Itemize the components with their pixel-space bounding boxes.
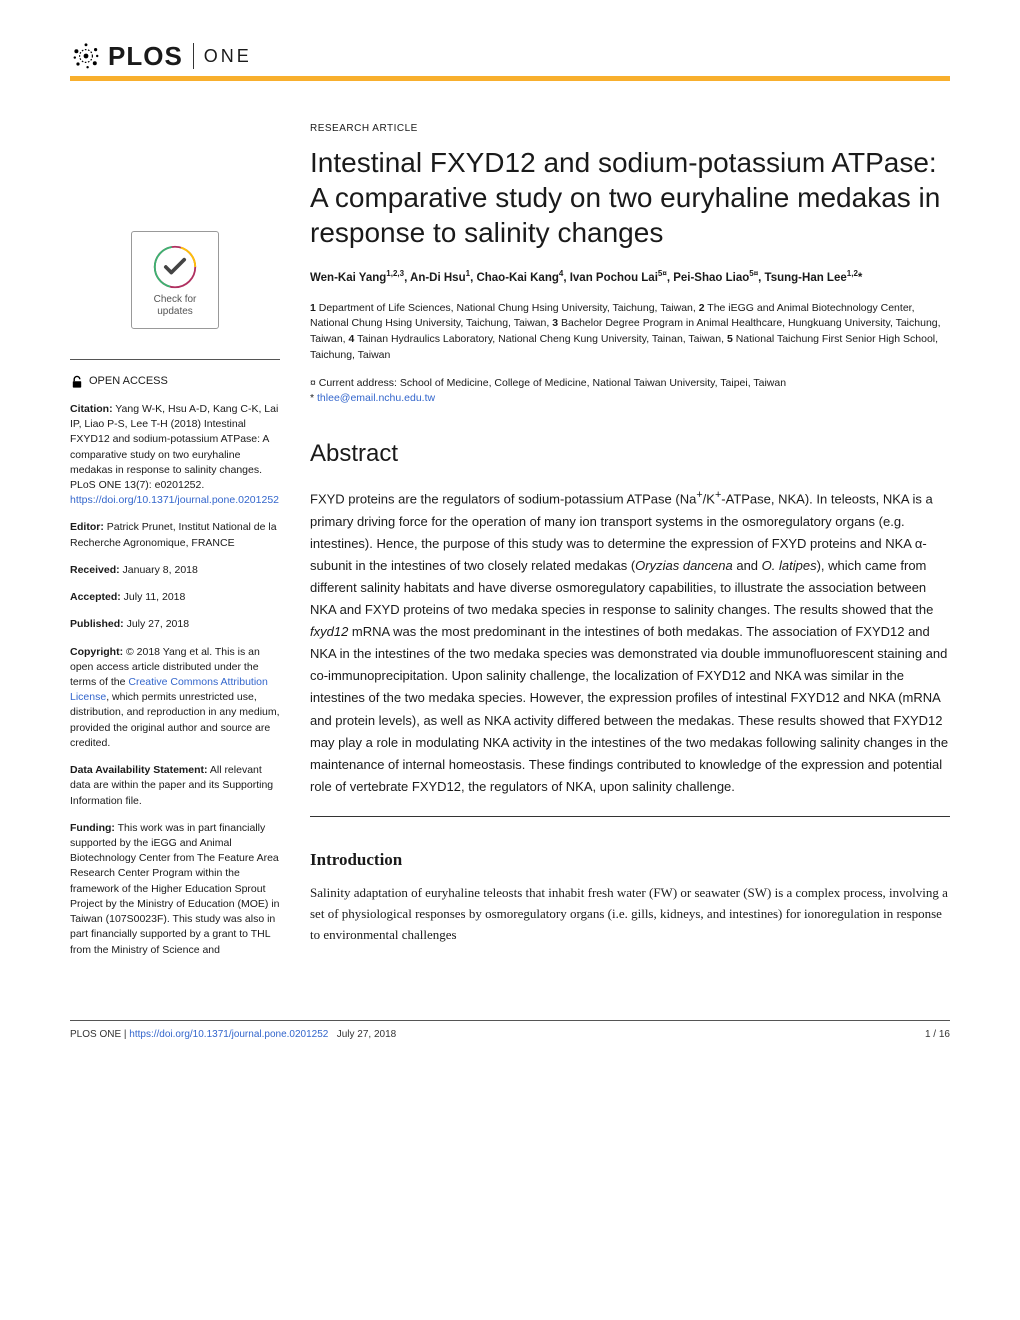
published-block: Published: July 27, 2018 bbox=[70, 617, 280, 632]
copyright-label: Copyright: bbox=[70, 646, 123, 658]
introduction-text: Salinity adaptation of euryhaline teleos… bbox=[310, 883, 950, 945]
page-number: 1 / 16 bbox=[925, 1029, 950, 1040]
footer-divider bbox=[70, 1020, 950, 1021]
author-list: Wen-Kai Yang1,2,3, An-Di Hsu1, Chao-Kai … bbox=[310, 268, 950, 287]
plos-logo: PLOS bbox=[70, 40, 183, 72]
corresp-marker: * bbox=[310, 392, 317, 404]
citation-label: Citation: bbox=[70, 403, 113, 415]
open-lock-icon bbox=[70, 375, 84, 389]
current-address: ¤ Current address: School of Medicine, C… bbox=[310, 376, 950, 392]
received-label: Received: bbox=[70, 564, 120, 576]
open-access-label: OPEN ACCESS bbox=[89, 374, 168, 390]
abstract-text: FXYD proteins are the regulators of sodi… bbox=[310, 486, 950, 798]
page-footer: PLOS ONE | https://doi.org/10.1371/journ… bbox=[70, 1029, 950, 1040]
funding-block: Funding: This work was in part financial… bbox=[70, 821, 280, 958]
footer-journal: PLOS ONE | bbox=[70, 1029, 129, 1040]
check-for-updates-badge[interactable]: Check for updates bbox=[131, 231, 219, 329]
funding-label: Funding: bbox=[70, 822, 115, 834]
header-accent-bar bbox=[70, 76, 950, 81]
accepted-text: July 11, 2018 bbox=[121, 591, 186, 603]
accepted-label: Accepted: bbox=[70, 591, 121, 603]
footer-date: July 27, 2018 bbox=[337, 1029, 397, 1040]
editor-block: Editor: Patrick Prunet, Institut Nationa… bbox=[70, 520, 280, 550]
data-availability-block: Data Availability Statement: All relevan… bbox=[70, 763, 280, 809]
footer-doi-link[interactable]: https://doi.org/10.1371/journal.pone.020… bbox=[129, 1029, 328, 1040]
published-label: Published: bbox=[70, 618, 124, 630]
main-content: RESEARCH ARTICLE Intestinal FXYD12 and s… bbox=[310, 121, 950, 970]
open-access-badge: OPEN ACCESS bbox=[70, 374, 280, 390]
introduction-heading: Introduction bbox=[310, 847, 950, 873]
accepted-block: Accepted: July 11, 2018 bbox=[70, 590, 280, 605]
journal-header: PLOS ONE bbox=[70, 40, 950, 72]
plos-one-text: ONE bbox=[204, 46, 252, 67]
citation-block: Citation: Yang W-K, Hsu A-D, Kang C-K, L… bbox=[70, 402, 280, 509]
crossmark-icon bbox=[152, 244, 198, 290]
article-title: Intestinal FXYD12 and sodium-potassium A… bbox=[310, 145, 950, 250]
correspondence: ¤ Current address: School of Medicine, C… bbox=[310, 376, 950, 408]
affiliations: 1 Department of Life Sciences, National … bbox=[310, 301, 950, 364]
published-text: July 27, 2018 bbox=[124, 618, 189, 630]
sidebar-divider bbox=[70, 359, 280, 360]
article-type: RESEARCH ARTICLE bbox=[310, 121, 950, 137]
funding-text: This work was in part financially suppor… bbox=[70, 822, 280, 956]
received-text: January 8, 2018 bbox=[120, 564, 198, 576]
plos-brand-text: PLOS bbox=[108, 41, 183, 72]
sidebar: Check for updates OPEN ACCESS Citation: … bbox=[70, 121, 280, 970]
editor-label: Editor: bbox=[70, 521, 104, 533]
plos-icon bbox=[70, 40, 102, 72]
check-updates-label: Check for updates bbox=[140, 294, 210, 318]
copyright-block: Copyright: © 2018 Yang et al. This is an… bbox=[70, 645, 280, 752]
brand-divider bbox=[193, 43, 194, 69]
citation-text: Yang W-K, Hsu A-D, Kang C-K, Lai IP, Lia… bbox=[70, 403, 278, 491]
citation-doi-link[interactable]: https://doi.org/10.1371/journal.pone.020… bbox=[70, 494, 279, 506]
abstract-heading: Abstract bbox=[310, 435, 950, 472]
data-label: Data Availability Statement: bbox=[70, 764, 208, 776]
received-block: Received: January 8, 2018 bbox=[70, 563, 280, 578]
abstract-divider bbox=[310, 816, 950, 817]
corresp-email-link[interactable]: thlee@email.nchu.edu.tw bbox=[317, 392, 435, 404]
